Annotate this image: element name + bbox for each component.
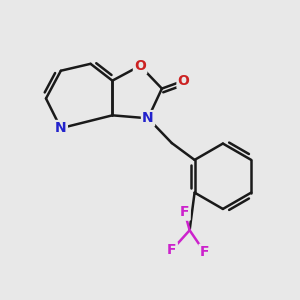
Text: F: F	[180, 206, 189, 219]
Text: O: O	[134, 59, 146, 73]
Text: N: N	[142, 111, 154, 125]
Text: F: F	[167, 243, 176, 257]
Text: O: O	[178, 74, 190, 88]
Text: N: N	[55, 121, 67, 135]
Text: F: F	[200, 245, 209, 259]
